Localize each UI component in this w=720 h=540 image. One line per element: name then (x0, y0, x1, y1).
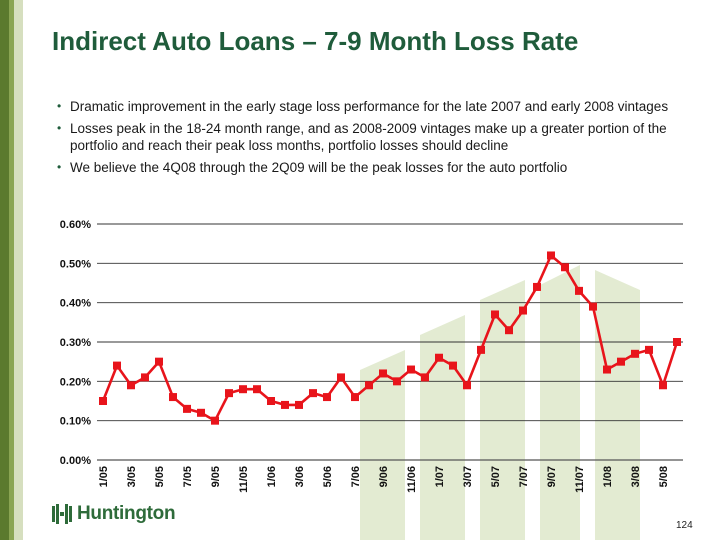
data-point (99, 397, 107, 405)
data-point (155, 357, 163, 366)
data-point (505, 326, 513, 335)
series-loss-rate (99, 251, 681, 425)
data-point (141, 373, 149, 382)
data-point (463, 381, 471, 390)
x-tick-label: 3/07 (462, 466, 474, 487)
sidebar-stripe-light (14, 0, 23, 540)
x-tick-label: 11/05 (238, 466, 250, 493)
data-point (617, 357, 625, 366)
data-point (547, 251, 555, 260)
y-tick-label: 0.40% (60, 298, 91, 310)
watermark-logo (360, 265, 640, 540)
x-tick-label: 3/08 (630, 466, 642, 487)
data-point (491, 310, 499, 319)
x-tick-label: 1/05 (98, 466, 110, 487)
sidebar-decoration (0, 0, 23, 540)
data-point (407, 365, 415, 374)
data-point (575, 286, 583, 295)
watermark-shape (540, 265, 580, 540)
data-point (603, 365, 611, 374)
data-point (477, 345, 485, 354)
x-tick-label: 3/06 (294, 466, 306, 487)
watermark-shape (480, 280, 525, 540)
data-point (421, 373, 429, 382)
bullet-item: We believe the 4Q08 through the 2Q09 wil… (57, 159, 707, 176)
watermark-shape (595, 270, 640, 540)
x-axis-tick-labels: 1/05 3/05 5/05 7/05 9/05 11/05 1/06 3/06 5/06 7/0… (98, 466, 670, 493)
x-tick-label: 9/06 (378, 466, 390, 487)
bullet-item: Losses peak in the 18-24 month range, an… (57, 120, 707, 154)
data-point (379, 369, 387, 378)
data-point (533, 282, 541, 291)
data-point (519, 306, 527, 315)
y-tick-label: 0.60% (60, 219, 91, 231)
data-point (239, 385, 247, 394)
data-point (365, 381, 373, 390)
y-tick-label: 0.30% (60, 337, 91, 349)
data-point (295, 400, 303, 409)
watermark-shape (360, 350, 405, 540)
data-point (659, 381, 667, 390)
data-point (225, 389, 233, 398)
data-point (281, 400, 289, 409)
data-point (113, 361, 121, 370)
y-tick-label: 0.00% (60, 455, 91, 467)
x-tick-label: 11/06 (406, 466, 418, 493)
data-point (127, 381, 135, 390)
data-point (337, 373, 345, 382)
data-point (351, 393, 359, 402)
data-point (589, 302, 597, 311)
y-tick-label: 0.10% (60, 416, 91, 428)
data-point (183, 404, 191, 413)
data-point (645, 345, 653, 354)
data-point (323, 393, 331, 402)
x-tick-label: 1/08 (602, 466, 614, 487)
watermark-shape (420, 315, 465, 540)
x-tick-label: 1/06 (266, 466, 278, 487)
data-point (631, 349, 639, 358)
data-point (449, 361, 457, 370)
huntington-logo: Huntington (52, 503, 176, 525)
logo-text: Huntington (77, 503, 176, 524)
slide-title: Indirect Auto Loans – 7-9 Month Loss Rat… (52, 26, 579, 56)
data-point (561, 263, 569, 272)
x-tick-label: 9/07 (546, 466, 558, 487)
logo-mark-icon (52, 504, 72, 524)
page-number: 124 (676, 520, 693, 531)
chart-gridlines (97, 223, 683, 461)
x-tick-label: 3/05 (126, 466, 138, 487)
sidebar-stripe-dark (0, 0, 9, 540)
x-tick-label: 11/07 (574, 466, 586, 493)
x-tick-label: 5/05 (154, 466, 166, 487)
data-point (393, 377, 401, 386)
x-tick-label: 5/08 (658, 466, 670, 487)
data-point (435, 353, 443, 362)
x-tick-label: 9/05 (210, 466, 222, 487)
data-point (673, 338, 681, 346)
x-tick-label: 1/07 (434, 466, 446, 487)
data-point (267, 397, 275, 405)
bullet-item: Dramatic improvement in the early stage … (57, 98, 707, 115)
x-tick-label: 7/07 (518, 466, 530, 487)
x-tick-label: 7/06 (350, 466, 362, 487)
y-tick-label: 0.20% (60, 376, 91, 388)
x-tick-label: 7/05 (182, 466, 194, 487)
sidebar-stripe-mid (9, 0, 14, 540)
data-point (253, 385, 261, 394)
x-tick-label: 5/07 (490, 466, 502, 487)
bullet-list: Dramatic improvement in the early stage … (57, 98, 707, 181)
y-axis-tick-labels: 0.00% 0.10% 0.20% 0.30% 0.40% 0.50% 0.60% (60, 219, 91, 467)
y-tick-label: 0.50% (60, 258, 91, 270)
data-point (309, 389, 317, 398)
data-point (169, 393, 177, 402)
data-point (197, 408, 205, 417)
x-tick-label: 5/06 (322, 466, 334, 487)
data-point (211, 416, 219, 425)
